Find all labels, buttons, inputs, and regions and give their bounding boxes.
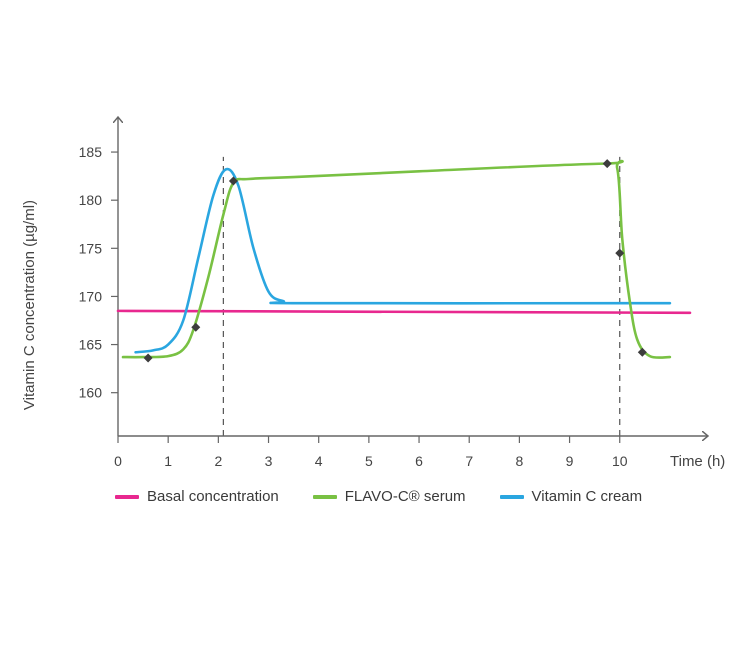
x-tick-label: 2: [214, 453, 222, 469]
x-tick-label: 3: [265, 453, 273, 469]
data-point-marker: [615, 248, 625, 258]
y-tick-label: 175: [79, 240, 103, 256]
x-axis-label: Time (h): [670, 453, 725, 470]
x-tick-label: 4: [315, 453, 323, 469]
data-point-marker: [191, 322, 201, 332]
x-tick-label: 8: [515, 453, 523, 469]
legend-item-basal: Basal concentration: [115, 488, 279, 505]
x-tick-label: 10: [612, 453, 628, 469]
x-tick-label: 5: [365, 453, 373, 469]
markers-layer: [143, 159, 647, 363]
legend-swatch-cream: [499, 494, 524, 499]
series-basal-line: [116, 309, 692, 315]
x-tick-label: 7: [465, 453, 473, 469]
data-point-marker: [637, 347, 647, 357]
y-tick-label: 165: [79, 337, 103, 353]
series-layer: [116, 159, 692, 359]
legend-swatch-basal: [115, 494, 139, 499]
x-tick-label: 0: [114, 453, 122, 469]
y-tick-label: 170: [79, 288, 103, 304]
legend-label-cream: Vitamin C cream: [531, 488, 643, 505]
legend-swatch-serum: [312, 494, 337, 499]
legend: Basal concentration FLAVO-C® serum Vitam…: [115, 488, 676, 505]
data-point-marker: [228, 176, 238, 186]
legend-label-basal: Basal concentration: [147, 488, 279, 505]
legend-item-serum: FLAVO-C® serum: [312, 488, 466, 505]
series-cream-line: [134, 167, 672, 354]
legend-label-serum: FLAVO-C® serum: [344, 488, 466, 505]
series-serum-line: [121, 159, 672, 359]
x-tick-label: 1: [164, 453, 172, 469]
y-tick-label: 160: [79, 385, 103, 401]
reference-lines: [222, 156, 621, 436]
data-point-marker: [602, 159, 612, 169]
data-point-marker: [143, 353, 153, 363]
y-tick-label: 185: [79, 144, 103, 160]
axes: 0 1 2 3 4 5 6 7 8 9 10 160 165 170 175 180 185: [79, 118, 707, 469]
x-tick-label: 9: [566, 453, 574, 469]
y-axis-label: Vitamin C concentration (µg/ml): [21, 200, 38, 410]
legend-item-cream: Vitamin C cream: [499, 488, 643, 505]
x-tick-label: 6: [415, 453, 423, 469]
y-tick-label: 180: [79, 192, 103, 208]
